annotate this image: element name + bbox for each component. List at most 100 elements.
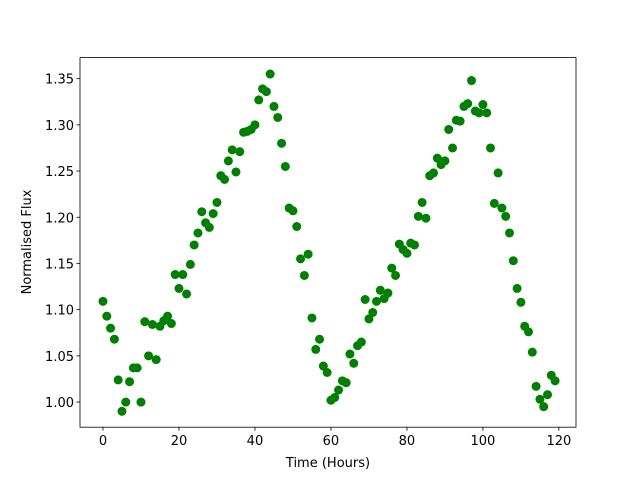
point (273, 112, 283, 122)
point (402, 248, 412, 258)
point (132, 363, 142, 373)
x-tick-label: 80 (399, 434, 416, 449)
point (429, 168, 439, 178)
y-tick-label: 1.20 (45, 211, 74, 226)
point (220, 174, 230, 184)
point (296, 254, 306, 264)
point (102, 311, 112, 321)
point (421, 213, 431, 223)
x-tick-label: 60 (323, 434, 340, 449)
point (189, 240, 199, 250)
point (413, 211, 423, 221)
point (493, 168, 503, 178)
point (208, 209, 218, 219)
point (360, 295, 370, 305)
point (261, 87, 271, 97)
point (387, 263, 397, 273)
point (277, 138, 287, 148)
x-tick-label: 120 (546, 434, 571, 449)
point (440, 156, 450, 166)
point (117, 406, 127, 416)
point (144, 351, 154, 361)
y-axis-label: Normalised Flux (20, 189, 35, 294)
point (501, 211, 511, 221)
point (334, 385, 344, 395)
point (383, 288, 393, 298)
point (140, 317, 150, 327)
y-tick-label: 1.30 (45, 119, 74, 134)
point (269, 101, 279, 111)
point (372, 296, 382, 306)
point (356, 337, 366, 347)
point (212, 197, 222, 207)
point (516, 297, 526, 307)
point (508, 256, 518, 266)
x-axis-label: Time (Hours) (285, 456, 370, 471)
x-tick-label: 40 (247, 434, 264, 449)
point (489, 198, 499, 208)
point (254, 95, 264, 105)
x-tick-label: 100 (471, 434, 496, 449)
point (174, 283, 184, 293)
point (527, 347, 537, 357)
point (391, 270, 401, 280)
point (223, 156, 233, 166)
x-tick-label: 20 (171, 434, 188, 449)
point (121, 397, 131, 407)
point (330, 392, 340, 402)
y-tick-label: 1.35 (45, 73, 74, 88)
point (543, 390, 553, 400)
point (524, 327, 534, 337)
point (512, 283, 522, 293)
point (417, 197, 427, 207)
point (341, 378, 351, 388)
point (467, 76, 477, 86)
point (315, 334, 325, 344)
point (539, 402, 549, 412)
point (299, 270, 309, 280)
point (265, 69, 275, 79)
point (250, 120, 260, 130)
point (170, 270, 180, 280)
point (197, 207, 207, 217)
point (444, 124, 454, 134)
point (113, 375, 123, 385)
point (531, 381, 541, 391)
point (147, 319, 157, 329)
point (349, 358, 359, 368)
point (204, 222, 214, 232)
point (535, 394, 545, 404)
point (463, 99, 473, 109)
y-tick-label: 1.05 (45, 350, 74, 365)
point (185, 259, 195, 269)
point (178, 270, 188, 280)
point (486, 143, 496, 153)
y-tick-label: 1.00 (45, 396, 74, 411)
point (410, 240, 420, 250)
x-tick-label: 0 (99, 434, 107, 449)
point (550, 376, 560, 386)
point (193, 228, 203, 238)
point (166, 319, 176, 329)
point (151, 355, 161, 365)
point (482, 108, 492, 118)
y-tick-label: 1.25 (45, 165, 74, 180)
axes-frame (79, 57, 577, 428)
point (311, 344, 321, 354)
point (163, 311, 173, 321)
point (474, 108, 484, 118)
point (235, 147, 245, 157)
point (109, 334, 119, 344)
point (455, 116, 465, 126)
point (505, 228, 515, 238)
point (125, 377, 135, 387)
point (307, 313, 317, 323)
point (106, 323, 116, 333)
point (98, 296, 108, 306)
point (231, 167, 241, 177)
point (375, 285, 385, 295)
y-tick-label: 1.10 (45, 304, 74, 319)
point (136, 397, 146, 407)
